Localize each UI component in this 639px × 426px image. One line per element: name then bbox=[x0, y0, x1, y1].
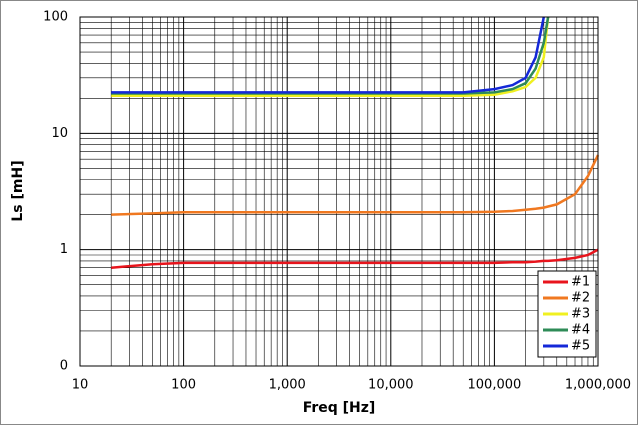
series-line bbox=[111, 16, 550, 98]
x-tick-label: 1,000,000 bbox=[565, 378, 631, 393]
legend-label: #2 bbox=[571, 291, 590, 306]
series-line bbox=[111, 248, 599, 269]
x-tick-label: 10,000 bbox=[368, 378, 414, 393]
y-tick-label: 10 bbox=[51, 126, 68, 141]
legend-label: #3 bbox=[571, 307, 590, 322]
legend-label: #5 bbox=[571, 339, 590, 354]
x-tick-label: 1,000 bbox=[269, 378, 306, 393]
plot-lines bbox=[111, 16, 600, 269]
x-tick-label: 100 bbox=[171, 378, 196, 393]
x-tick-label: 100,000 bbox=[468, 378, 522, 393]
series-line bbox=[111, 16, 546, 94]
y-tick-label: 100 bbox=[43, 10, 68, 25]
plot-frame bbox=[79, 16, 599, 367]
y-tick-label: 1 bbox=[60, 242, 68, 257]
series-line bbox=[111, 154, 600, 216]
x-axis-title: Freq [Hz] bbox=[303, 400, 376, 416]
y-axis-title: Ls [mH] bbox=[10, 160, 26, 221]
legend-label: #4 bbox=[571, 323, 590, 338]
y-tick-label: 0 bbox=[60, 359, 68, 374]
legend-label: #1 bbox=[571, 275, 590, 290]
x-tick-label: 10 bbox=[72, 378, 89, 393]
